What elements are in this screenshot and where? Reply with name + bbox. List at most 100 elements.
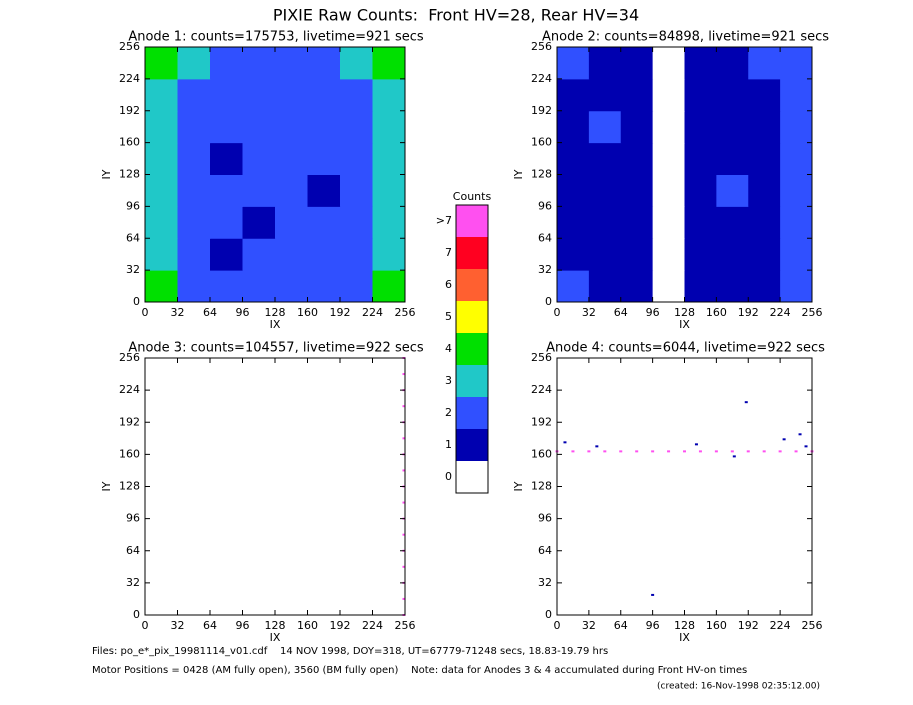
heatmap-cell — [275, 78, 308, 112]
colorbar-label: 1 — [445, 438, 452, 451]
panel-title: Anode 4: counts=6044, livetime=922 secs — [546, 341, 825, 356]
heatmap-cell — [748, 142, 781, 175]
heatmap-cell — [242, 206, 276, 239]
heatmap-cell — [684, 238, 717, 271]
y-tick-label: 96 — [126, 512, 140, 525]
heatmap-cell — [177, 78, 211, 112]
x-tick-label: 0 — [554, 619, 561, 632]
footer-line: (created: 16-Nov-1998 02:35:12.00) — [657, 682, 820, 692]
heatmap-cell — [210, 206, 243, 239]
x-axis-label: IX — [270, 631, 281, 644]
heatmap-cell — [748, 47, 781, 80]
y-axis-label: IY — [512, 481, 525, 491]
y-axis-label: IY — [100, 481, 113, 491]
colorbar-label: 7 — [445, 246, 452, 259]
y-tick-label: 64 — [126, 231, 140, 244]
figure-title: PIXIE Raw Counts: Front HV=28, Rear HV=3… — [273, 6, 639, 25]
x-tick-label: 0 — [142, 619, 149, 632]
x-tick-label: 32 — [582, 306, 596, 319]
heatmap-cell — [177, 174, 211, 207]
heatmap-cell — [210, 174, 243, 207]
scatter-point — [571, 450, 575, 453]
y-tick-label: 128 — [119, 168, 140, 181]
y-tick-label: 224 — [531, 383, 552, 396]
scatter-point — [635, 450, 639, 453]
heatmap-cell — [210, 238, 243, 271]
x-tick-label: 128 — [674, 619, 695, 632]
heatmap-cell — [684, 47, 717, 80]
heatmap-cell — [372, 78, 406, 112]
scatter-point — [714, 450, 718, 453]
heatmap-cell — [372, 238, 406, 271]
y-tick-label: 0 — [133, 608, 140, 621]
y-tick-label: 160 — [531, 136, 552, 149]
x-tick-label: 96 — [646, 306, 660, 319]
y-tick-label: 96 — [538, 199, 552, 212]
heatmap-cell — [684, 78, 717, 112]
x-tick-label: 64 — [614, 306, 628, 319]
heatmap-cell — [307, 110, 341, 144]
heatmap-cell — [748, 270, 781, 303]
x-tick-label: 128 — [674, 306, 695, 319]
heatmap-cell — [340, 270, 373, 303]
scatter-point — [744, 401, 748, 404]
heatmap-cell — [210, 47, 243, 80]
x-tick-label: 256 — [395, 306, 416, 319]
scatter-point — [651, 450, 655, 453]
heatmap-cell — [242, 142, 276, 175]
heatmap-cell — [145, 206, 178, 239]
heatmap-cell — [557, 174, 590, 207]
y-tick-label: 224 — [531, 72, 552, 85]
y-tick-label: 96 — [538, 512, 552, 525]
x-tick-label: 256 — [395, 619, 416, 632]
x-tick-label: 64 — [203, 306, 217, 319]
heatmap-cell — [557, 238, 590, 271]
heatmap-cell — [340, 206, 373, 239]
colorbar-label: 0 — [445, 470, 452, 483]
x-tick-label: 64 — [614, 619, 628, 632]
y-tick-label: 96 — [126, 199, 140, 212]
heatmap-cell — [275, 110, 308, 144]
scatter-point — [683, 450, 686, 453]
heatmap-cell — [716, 174, 749, 207]
scatter-point — [667, 450, 671, 453]
heatmap-cell — [652, 142, 685, 175]
heatmap-cell — [652, 47, 685, 80]
y-tick-label: 64 — [126, 544, 140, 557]
scatter-point — [782, 438, 786, 441]
scatter-point — [746, 450, 750, 453]
heatmap-cell — [780, 238, 813, 271]
y-tick-label: 64 — [538, 544, 552, 557]
colorbar-swatch — [456, 461, 488, 493]
heatmap-cell — [372, 110, 406, 144]
x-axis-label: IX — [679, 318, 690, 331]
heatmap-cell — [145, 78, 178, 112]
heatmap-cell — [684, 206, 717, 239]
colorbar-swatch — [456, 301, 488, 333]
heatmap-cell — [557, 270, 590, 303]
heatmap-cell — [372, 142, 406, 175]
heatmap-cell — [145, 47, 178, 80]
scatter-point — [402, 597, 406, 600]
heatmap-cell — [588, 110, 622, 144]
x-tick-label: 32 — [171, 619, 185, 632]
heatmap-cell — [716, 47, 749, 80]
colorbar-swatch — [456, 429, 488, 461]
y-tick-label: 192 — [531, 104, 552, 117]
y-tick-label: 128 — [119, 480, 140, 493]
x-tick-label: 96 — [236, 619, 250, 632]
y-tick-label: 192 — [119, 415, 140, 428]
heatmap-cell — [242, 270, 276, 303]
scatter-point — [402, 565, 406, 568]
heatmap-cell — [652, 174, 685, 207]
heatmap-cell — [242, 174, 276, 207]
heatmap-cell — [372, 174, 406, 207]
heatmap-cell — [588, 270, 622, 303]
heatmap-cell — [242, 78, 276, 112]
heatmap-cell — [557, 142, 590, 175]
y-tick-label: 32 — [538, 576, 552, 589]
x-tick-label: 224 — [362, 306, 383, 319]
panel-title: Anode 1: counts=175753, livetime=921 sec… — [128, 30, 424, 45]
x-tick-label: 224 — [362, 619, 383, 632]
